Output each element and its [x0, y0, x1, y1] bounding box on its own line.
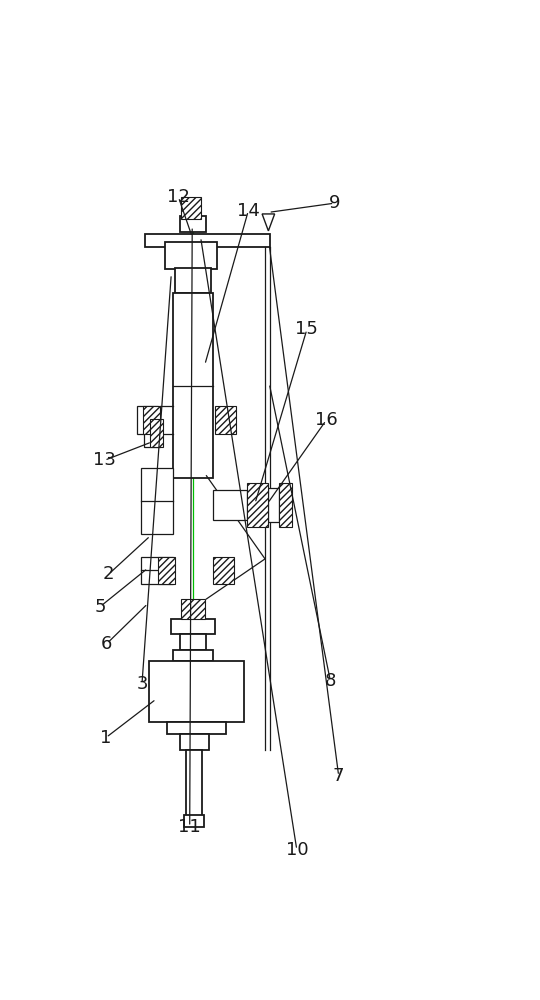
Bar: [145, 234, 271, 247]
Bar: [247, 483, 267, 527]
Text: 9: 9: [329, 194, 340, 212]
Bar: [184, 815, 204, 827]
Bar: [141, 468, 173, 534]
Bar: [215, 406, 236, 434]
Bar: [186, 750, 202, 819]
Text: 3: 3: [136, 675, 148, 693]
Bar: [213, 490, 247, 520]
Bar: [141, 557, 173, 584]
Text: 12: 12: [167, 188, 190, 206]
Text: 14: 14: [237, 202, 260, 220]
Bar: [167, 722, 226, 734]
Text: 5: 5: [94, 598, 106, 616]
Bar: [181, 599, 205, 619]
Bar: [143, 406, 160, 434]
Text: 11: 11: [178, 818, 201, 836]
Text: 2: 2: [103, 565, 114, 583]
Bar: [176, 268, 211, 293]
Bar: [150, 419, 163, 447]
Bar: [180, 216, 206, 232]
Text: 13: 13: [93, 451, 116, 469]
Bar: [173, 293, 213, 478]
Bar: [267, 488, 279, 522]
Text: 16: 16: [315, 411, 338, 429]
Bar: [213, 557, 234, 584]
Text: 6: 6: [101, 635, 112, 653]
Bar: [158, 557, 175, 584]
Bar: [180, 734, 209, 750]
Bar: [144, 419, 160, 447]
Polygon shape: [262, 214, 275, 231]
Text: 15: 15: [295, 320, 318, 338]
Text: 1: 1: [100, 729, 112, 747]
Text: 10: 10: [286, 841, 308, 859]
Text: 8: 8: [325, 672, 336, 690]
Bar: [180, 634, 206, 650]
Bar: [181, 197, 201, 219]
Bar: [137, 406, 158, 434]
Bar: [173, 650, 213, 661]
Text: 7: 7: [333, 767, 345, 785]
Bar: [279, 483, 292, 527]
Bar: [165, 242, 217, 269]
Bar: [149, 661, 244, 722]
Bar: [171, 619, 215, 634]
